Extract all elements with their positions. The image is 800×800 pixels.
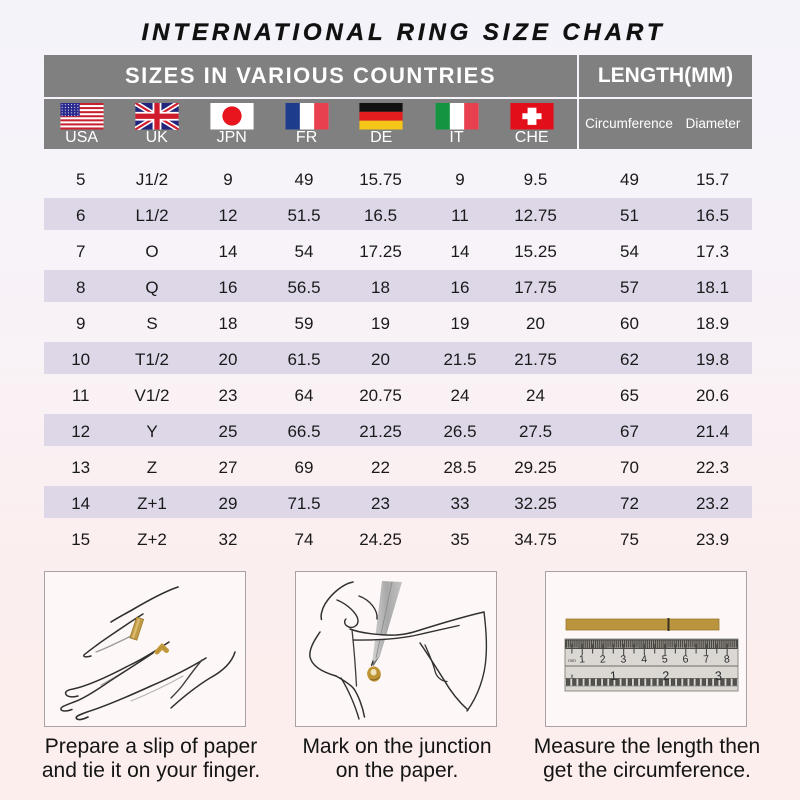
svg-text:6: 6 [682, 653, 689, 665]
svg-text:3: 3 [715, 669, 723, 683]
svg-text:3: 3 [620, 653, 627, 665]
svg-text:7: 7 [703, 653, 710, 665]
svg-text:x: x [571, 674, 574, 680]
svg-text:mm: mm [568, 658, 576, 663]
svg-text:1: 1 [610, 669, 618, 683]
svg-text:1: 1 [579, 653, 586, 665]
svg-text:4: 4 [641, 653, 648, 665]
svg-text:2: 2 [599, 653, 606, 665]
svg-text:5: 5 [661, 653, 668, 665]
svg-text:8: 8 [723, 653, 730, 665]
svg-text:2: 2 [662, 669, 670, 683]
